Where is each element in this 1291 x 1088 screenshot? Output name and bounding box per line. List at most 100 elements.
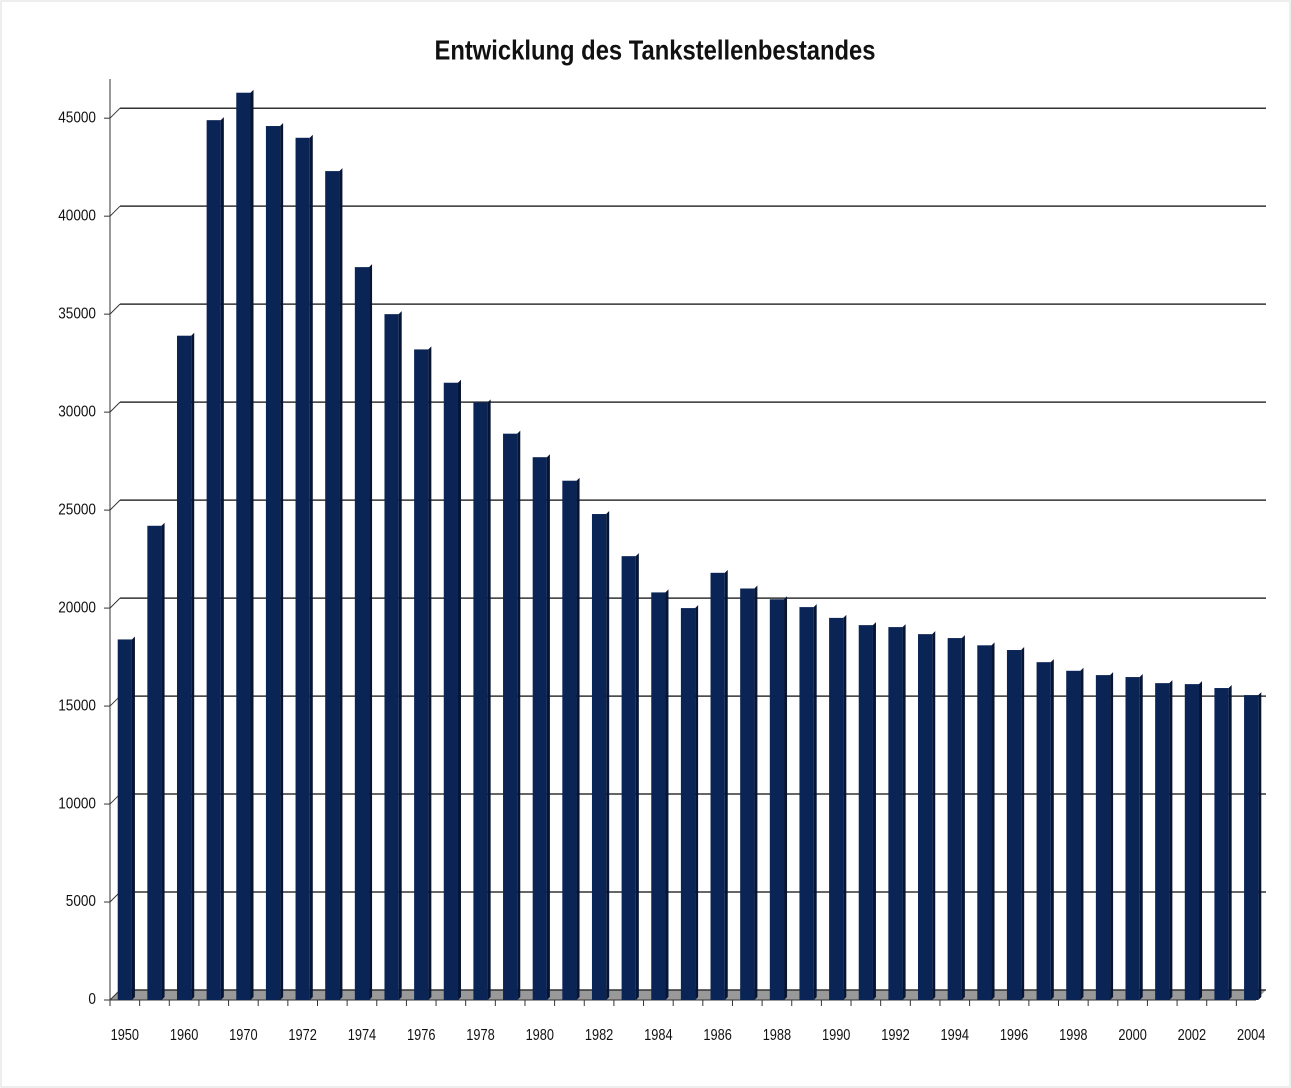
bar-side xyxy=(517,430,521,1000)
bar-side xyxy=(576,477,580,1000)
bar xyxy=(651,592,666,1000)
x-tick-label: 1982 xyxy=(585,1027,613,1045)
y-tick-label: 40000 xyxy=(58,207,96,224)
y-tick-label: 15000 xyxy=(58,697,96,714)
bar-side xyxy=(161,522,165,1000)
bar-side xyxy=(754,585,758,1000)
bar-side xyxy=(309,134,313,1000)
bar xyxy=(977,645,992,1000)
bar-side xyxy=(1169,680,1173,1000)
bar xyxy=(1214,688,1229,1000)
bar-side xyxy=(428,346,432,1000)
bar xyxy=(947,638,962,1000)
x-tick-label: 2002 xyxy=(1178,1027,1206,1045)
bar xyxy=(591,514,607,1000)
bar xyxy=(1066,670,1081,1000)
bar-side xyxy=(457,379,461,1001)
bar xyxy=(1095,675,1111,1000)
bar-side xyxy=(131,636,135,1000)
bar xyxy=(532,457,547,1000)
y-tick-label: 25000 xyxy=(58,501,96,518)
bar-side xyxy=(606,511,610,1000)
x-tick-label: 1960 xyxy=(170,1027,198,1045)
bar xyxy=(473,402,488,1000)
bar-side xyxy=(665,589,669,1000)
bar xyxy=(829,617,844,1000)
bar-side xyxy=(1021,647,1025,1000)
y-tick-label: 20000 xyxy=(58,599,96,616)
bar xyxy=(1184,684,1200,1000)
bar xyxy=(680,608,696,1000)
grid-line xyxy=(109,499,121,511)
bar xyxy=(1155,683,1170,1000)
y-tick-label: 30000 xyxy=(58,403,96,420)
x-tick-label: 1974 xyxy=(348,1027,376,1045)
bar-side xyxy=(961,635,965,1000)
grid-line xyxy=(109,107,121,119)
bar-side xyxy=(872,622,876,1000)
x-tick-label: 2000 xyxy=(1118,1027,1146,1045)
bar xyxy=(1125,677,1140,1000)
bar-side xyxy=(695,605,699,1000)
bar-side xyxy=(487,399,491,1000)
bar xyxy=(769,599,785,1000)
grid-line xyxy=(109,597,121,609)
bar xyxy=(858,625,873,1000)
y-tick-label: 10000 xyxy=(58,795,96,812)
bar-side xyxy=(220,117,224,1000)
bar xyxy=(176,335,192,1001)
x-tick-label: 1976 xyxy=(407,1027,435,1045)
bar xyxy=(354,267,370,1000)
x-tick-label: 1992 xyxy=(881,1027,909,1045)
bar-side xyxy=(546,454,550,1000)
bar xyxy=(1036,662,1051,1000)
y-tick-label: 0 xyxy=(88,991,96,1008)
chart-title: Entwicklung des Tankstellenbestandes xyxy=(434,34,875,66)
bar-side xyxy=(1258,692,1262,1000)
x-tick-label: 1972 xyxy=(288,1027,316,1045)
bar-side xyxy=(902,624,906,1000)
bar xyxy=(710,572,725,1000)
grid-line xyxy=(109,401,121,413)
x-tick-label: 1978 xyxy=(466,1027,494,1045)
bar-side xyxy=(932,631,936,1000)
bar-side xyxy=(784,596,788,1000)
bar xyxy=(740,588,755,1000)
bar-side xyxy=(724,569,728,1000)
bar-side xyxy=(250,89,254,1000)
y-tick-label: 5000 xyxy=(66,893,96,910)
bar xyxy=(206,120,221,1000)
bar xyxy=(325,171,340,1001)
bar-side xyxy=(191,332,195,1001)
bar-side xyxy=(339,168,343,1001)
y-tick-label: 45000 xyxy=(58,109,96,126)
bar xyxy=(117,639,132,1000)
x-tick-label: 1980 xyxy=(526,1027,554,1045)
bar xyxy=(384,314,399,1000)
bar-side xyxy=(1199,681,1203,1000)
bar-side xyxy=(369,264,373,1000)
bar-side xyxy=(635,553,639,1000)
x-tick-label: 1996 xyxy=(1000,1027,1028,1045)
bar xyxy=(918,634,933,1000)
bar xyxy=(562,480,577,1000)
y-tick-label: 35000 xyxy=(58,305,96,322)
bar-side xyxy=(1050,659,1054,1000)
bar xyxy=(621,556,636,1000)
x-tick-label: 1984 xyxy=(644,1027,672,1045)
bar xyxy=(414,349,429,1000)
bar xyxy=(236,92,251,1000)
bar-side xyxy=(1228,685,1232,1000)
x-tick-label: 1970 xyxy=(229,1027,257,1045)
bar xyxy=(799,607,814,1000)
x-tick-label: 1988 xyxy=(763,1027,791,1045)
grid-line xyxy=(109,205,121,217)
bar-side xyxy=(843,614,847,1000)
bar xyxy=(295,137,310,1000)
x-tick-label: 1994 xyxy=(941,1027,969,1045)
bar-side xyxy=(1139,674,1143,1000)
bar-side xyxy=(813,604,817,1000)
